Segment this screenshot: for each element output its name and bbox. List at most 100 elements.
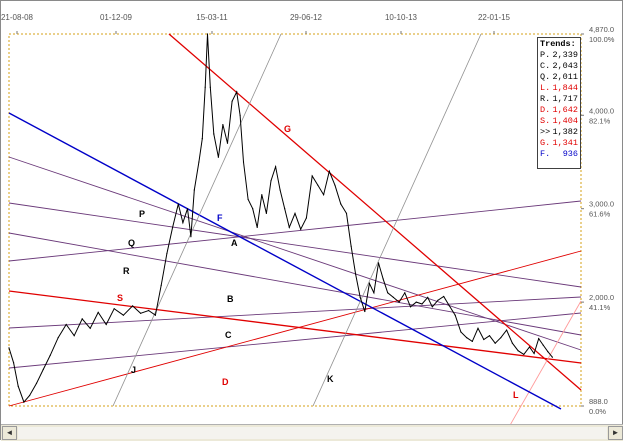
legend-entry: P. 2,339 [540, 50, 578, 61]
price-point [17, 385, 19, 387]
price-point [190, 236, 192, 238]
price-point [368, 282, 370, 284]
price-point [477, 327, 479, 329]
price-point [427, 296, 429, 298]
trend-line-k [312, 33, 482, 407]
x-tick-label: 01-12-09 [100, 13, 133, 22]
trend-label-k: K [327, 374, 334, 384]
price-point [334, 184, 336, 186]
price-point [217, 156, 219, 158]
trend-label-r: R [123, 266, 130, 276]
trend-label-c: C [225, 330, 232, 340]
scroll-right-button[interactable]: ► [608, 426, 623, 440]
price-point [311, 175, 313, 177]
horizontal-scrollbar[interactable]: ◄ ► [1, 424, 623, 441]
x-tick-label: 15-03-11 [196, 13, 228, 22]
price-point [398, 301, 400, 303]
price-point [35, 382, 38, 384]
legend-entry: G. 1,341 [540, 138, 578, 149]
price-point [252, 208, 254, 210]
price-point [105, 323, 107, 326]
legend-entry: R. 1,717 [540, 94, 578, 105]
legend-entry-label: G. [540, 138, 551, 148]
price-point [547, 351, 549, 353]
price-point [542, 344, 544, 346]
price-point [172, 226, 174, 228]
price-point [294, 212, 296, 214]
x-tick-label: 21-08-08 [1, 13, 34, 22]
legend-entry-value: 2,043 [552, 61, 578, 71]
price-point [528, 346, 531, 348]
price-point [182, 222, 184, 224]
price-point [511, 342, 513, 344]
price-point [13, 362, 15, 364]
price-point [437, 299, 439, 301]
price-point [392, 296, 394, 298]
price-point [488, 335, 491, 337]
trend-line-l [500, 300, 582, 441]
price-point [97, 311, 99, 313]
y-tick-label: 4,870.0 [589, 25, 614, 34]
trend-label-l: L [513, 390, 519, 400]
price-point [466, 337, 468, 339]
price-point [186, 208, 189, 210]
trend-label-d: D [222, 377, 229, 387]
price-point [204, 86, 206, 88]
price-point [328, 170, 330, 172]
price-point [113, 308, 115, 310]
arrow-left-icon: ◄ [5, 428, 14, 437]
trend-line-b [8, 296, 582, 329]
price-point [270, 180, 272, 182]
price-point [350, 245, 352, 247]
price-point [517, 350, 519, 352]
price-point [231, 100, 233, 102]
price-point [421, 303, 423, 305]
y-tick-pct-label: 100.0% [589, 35, 615, 44]
legend-entry: C. 2,043 [540, 61, 578, 72]
price-point [471, 340, 473, 342]
legend-entry-label: >> [540, 127, 551, 137]
price-point [160, 284, 162, 286]
arrow-right-icon: ► [611, 428, 620, 437]
price-point [409, 306, 412, 308]
price-point [222, 124, 224, 126]
price-point [454, 314, 456, 316]
y-tick-label: 3,000.0 [589, 200, 614, 209]
legend-entry: Q. 2,011 [540, 72, 578, 83]
price-point [132, 305, 134, 307]
price-point [373, 292, 375, 294]
price-point [206, 33, 209, 35]
legend-title: Trends: [540, 39, 576, 49]
legend-entry-value: 2,011 [552, 72, 578, 82]
legend-entry-label: S. [540, 116, 551, 126]
price-point [42, 368, 44, 370]
price-point [239, 114, 241, 116]
trend-line-g [168, 33, 582, 391]
price-point [242, 161, 245, 163]
legend-entry-label: P. [540, 50, 551, 60]
trend-line-f [8, 112, 562, 410]
price-point [382, 278, 384, 280]
y-tick-label: 888.0 [589, 397, 608, 406]
price-point [201, 138, 203, 140]
scrollbar-track[interactable] [18, 427, 607, 439]
price-point [73, 335, 75, 337]
trend-line-p [8, 202, 582, 288]
legend-entry: S. 1,404 [540, 116, 578, 127]
trend-line-s [8, 290, 582, 364]
price-point [404, 292, 406, 294]
price-point [81, 318, 83, 320]
legend-entry: L. 1,844 [540, 83, 578, 94]
trend-line-r [8, 200, 582, 262]
legend-entry-label: D. [540, 105, 551, 115]
price-point [209, 86, 211, 88]
y-tick-pct-label: 0.0% [589, 407, 606, 416]
scroll-left-button[interactable]: ◄ [2, 426, 17, 440]
price-point [345, 212, 348, 214]
price-point [65, 323, 67, 326]
y-tick-label: 4,000.0 [589, 106, 614, 115]
price-point [247, 198, 249, 200]
legend-entry-value: 1,642 [552, 105, 578, 115]
